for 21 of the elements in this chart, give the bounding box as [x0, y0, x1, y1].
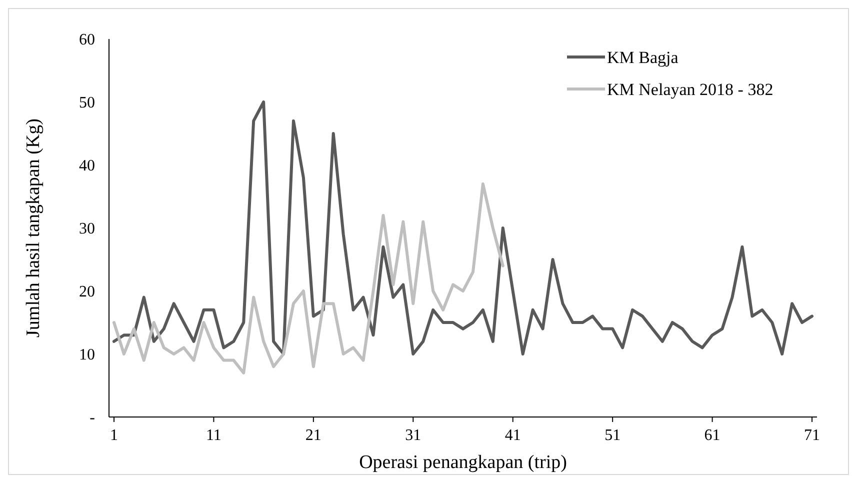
x-tick-label: 41: [504, 427, 521, 444]
x-tick-label: 11: [206, 427, 222, 444]
legend-label: KM Nelayan 2018 - 382: [607, 80, 774, 99]
x-axis-title: Operasi penangkapan (trip): [359, 452, 567, 473]
y-tick-label: -: [90, 410, 95, 427]
y-tick-label: 50: [79, 94, 95, 112]
x-tick-label: 51: [604, 427, 621, 444]
y-tick-label: 30: [79, 220, 95, 238]
x-tick-label: 31: [405, 427, 422, 444]
line-series: [112, 182, 504, 374]
y-tick-label: 10: [79, 346, 95, 364]
y-tick-label: 40: [79, 158, 95, 175]
y-axis-title: Jumlah hasil tangkapan (Kg): [23, 118, 44, 338]
x-tick-label: 61: [704, 427, 720, 444]
x-tick-label: 71: [804, 427, 820, 444]
y-tick-label: 60: [79, 32, 95, 49]
legend-label: KM Bagja: [607, 48, 679, 67]
x-tick-label: 21: [305, 427, 322, 444]
line-series: [112, 100, 814, 356]
y-tick-label: 20: [79, 284, 95, 301]
x-tick-label: 1: [110, 427, 118, 444]
